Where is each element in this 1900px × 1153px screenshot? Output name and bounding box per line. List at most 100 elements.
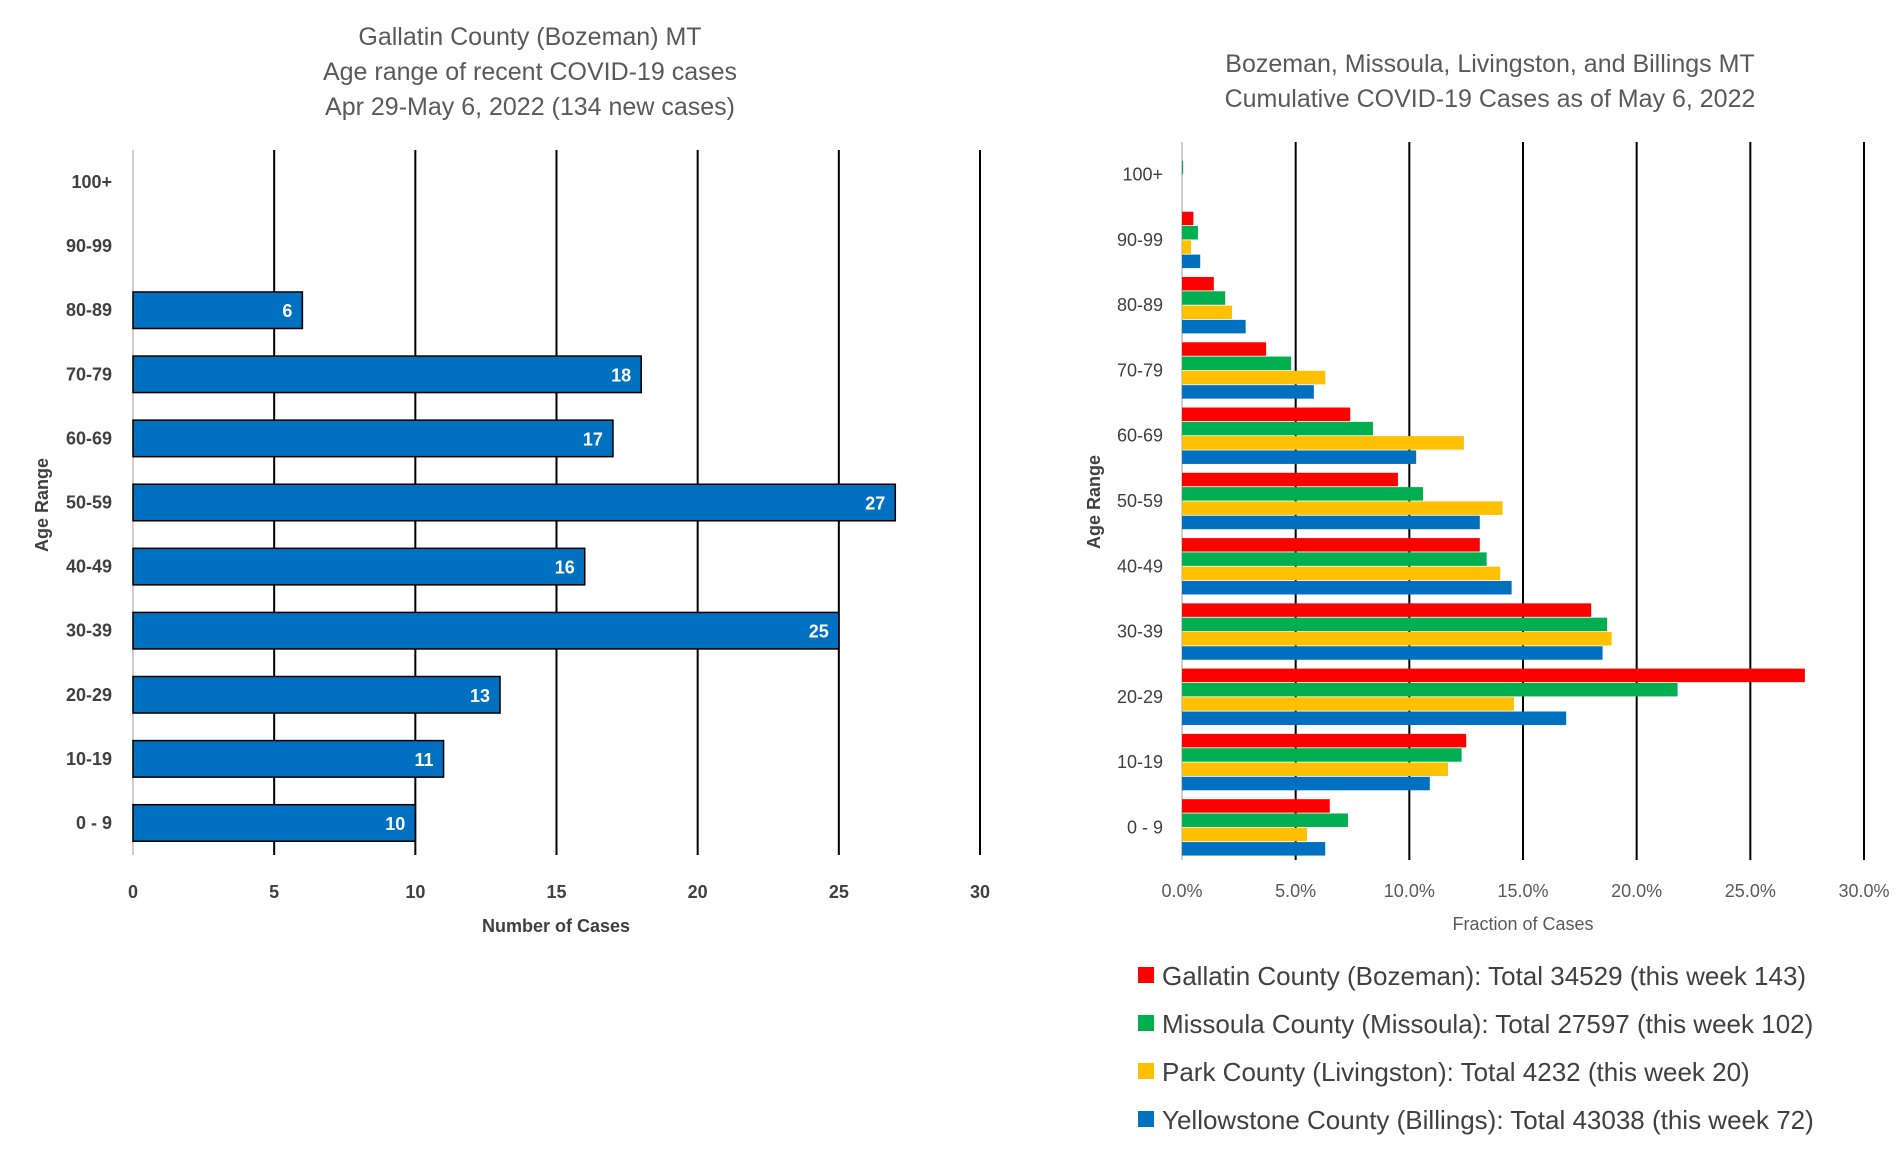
right-bar <box>1182 668 1805 683</box>
right-bar <box>1182 407 1351 422</box>
right-bar <box>1182 450 1417 464</box>
left-chart-title-line: Gallatin County (Bozeman) MT <box>358 23 701 51</box>
right-bar <box>1182 276 1214 291</box>
right-category-label: 20-29 <box>1117 687 1163 707</box>
right-bar <box>1182 472 1398 487</box>
left-x-tick-label: 15 <box>546 882 566 902</box>
left-y-axis-title: Age Range <box>32 458 52 552</box>
right-x-tick-label: 5.0% <box>1275 881 1316 901</box>
right-bar <box>1182 711 1567 726</box>
right-bar <box>1182 240 1192 254</box>
right-bar <box>1182 631 1612 646</box>
left-bar-data-label: 6 <box>282 301 292 321</box>
right-chart-title-line: Bozeman, Missoula, Livingston, and Billi… <box>1225 50 1754 78</box>
right-category-label: 40-49 <box>1117 556 1163 576</box>
right-category-label: 30-39 <box>1117 622 1163 642</box>
right-bar <box>1182 356 1292 371</box>
left-bar <box>132 675 501 714</box>
left-bar <box>132 483 897 522</box>
left-category-label: 100+ <box>71 172 112 192</box>
legend-swatch <box>1138 1015 1154 1031</box>
left-bar-data-label: 16 <box>555 558 575 578</box>
right-bar <box>1182 370 1326 385</box>
left-category-label: 30-39 <box>66 621 112 641</box>
left-category-label: 90-99 <box>66 236 112 256</box>
right-x-tick-label: 20.0% <box>1611 881 1662 901</box>
left-bar-data-label: 13 <box>470 686 490 706</box>
left-x-tick-label: 20 <box>688 882 708 902</box>
left-bar <box>132 291 304 330</box>
right-x-tick-label: 10.0% <box>1384 881 1435 901</box>
right-grouped-bar-chart: Bozeman, Missoula, Livingston, and Billi… <box>1084 50 1890 1135</box>
right-category-label: 70-79 <box>1117 360 1163 380</box>
right-category-label: 80-89 <box>1117 295 1163 315</box>
left-x-tick-label: 25 <box>829 882 849 902</box>
right-bar <box>1182 697 1514 711</box>
right-bar <box>1182 748 1462 762</box>
right-bar <box>1182 538 1480 552</box>
right-bar <box>1182 515 1480 530</box>
right-bar <box>1182 646 1603 660</box>
right-bar <box>1182 813 1348 827</box>
left-chart-title-line: Age range of recent COVID-19 cases <box>323 58 737 86</box>
left-category-label: 80-89 <box>66 300 112 320</box>
right-bar <box>1182 385 1314 399</box>
right-bar <box>1182 842 1326 856</box>
right-bar <box>1182 617 1608 632</box>
left-bar-chart: Gallatin County (Bozeman) MT Age range of… <box>32 23 990 936</box>
right-bar <box>1182 319 1246 334</box>
right-y-axis-title: Age Range <box>1084 455 1104 549</box>
right-bar <box>1182 776 1430 791</box>
left-bar <box>132 739 445 778</box>
left-category-label: 20-29 <box>66 685 112 705</box>
left-category-label: 70-79 <box>66 364 112 384</box>
right-category-label: 50-59 <box>1117 491 1163 511</box>
right-bar <box>1182 305 1233 320</box>
right-x-tick-label: 30.0% <box>1838 881 1889 901</box>
left-x-tick-label: 30 <box>970 882 990 902</box>
legend-entry-label: Yellowstone County (Billings): Total 430… <box>1162 1105 1814 1135</box>
right-category-label: 0 - 9 <box>1127 817 1163 837</box>
left-bar-data-label: 27 <box>865 494 885 514</box>
right-x-tick-label: 15.0% <box>1497 881 1548 901</box>
left-category-label: 60-69 <box>66 428 112 448</box>
right-x-tick-label: 0.0% <box>1161 881 1202 901</box>
right-category-label: 60-69 <box>1117 426 1163 446</box>
right-bar <box>1182 580 1512 595</box>
right-category-label: 10-19 <box>1117 752 1163 772</box>
left-category-label: 10-19 <box>66 749 112 769</box>
right-bar <box>1182 436 1464 450</box>
left-bar <box>132 803 417 842</box>
left-x-tick-label: 10 <box>405 882 425 902</box>
left-bar-data-label: 18 <box>611 365 631 385</box>
legend-swatch <box>1138 1063 1154 1079</box>
left-bar-data-label: 10 <box>385 814 405 834</box>
legend-entry-label: Park County (Livingston): Total 4232 (th… <box>1162 1057 1750 1087</box>
left-x-axis-title: Number of Cases <box>482 916 630 936</box>
left-bar-data-label: 17 <box>583 429 603 449</box>
legend-swatch <box>1138 1111 1154 1127</box>
left-bar <box>132 355 642 394</box>
left-category-label: 50-59 <box>66 493 112 513</box>
right-x-axis-title: Fraction of Cases <box>1452 914 1593 934</box>
right-bar <box>1182 799 1330 813</box>
left-bar-data-label: 25 <box>809 622 829 642</box>
legend-swatch <box>1138 967 1154 983</box>
left-bar <box>132 611 840 650</box>
legend-entry-label: Gallatin County (Bozeman): Total 34529 (… <box>1162 961 1806 991</box>
left-category-label: 0 - 9 <box>76 813 112 833</box>
left-x-tick-label: 0 <box>128 882 138 902</box>
right-bar <box>1182 226 1198 240</box>
right-bar <box>1182 552 1487 566</box>
right-bar <box>1182 501 1503 515</box>
right-bar <box>1182 291 1226 305</box>
right-bar <box>1182 762 1448 776</box>
left-category-label: 40-49 <box>66 557 112 577</box>
right-bar <box>1182 827 1308 842</box>
right-bar <box>1182 421 1373 436</box>
left-bar <box>132 547 586 586</box>
right-chart-title-line: Cumulative COVID-19 Cases as of May 6, 2… <box>1225 85 1756 113</box>
right-x-tick-label: 25.0% <box>1725 881 1776 901</box>
right-bar <box>1182 682 1678 697</box>
